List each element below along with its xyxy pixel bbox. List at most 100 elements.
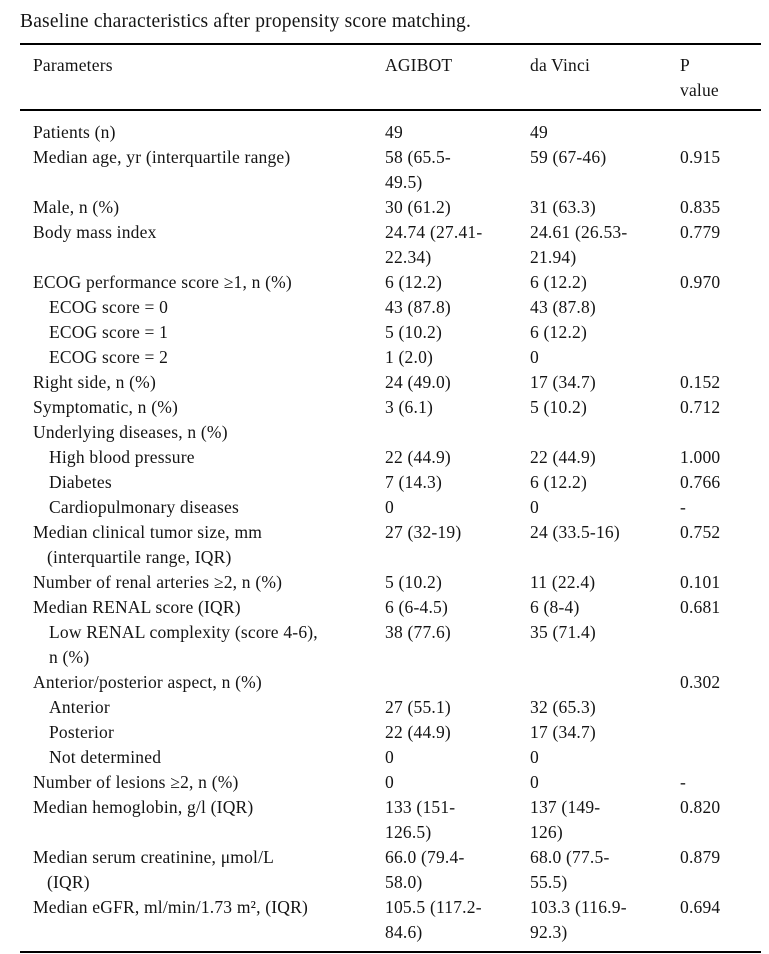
parameter-cell: Patients (n) [20, 120, 385, 145]
table-row: Posterior 22 (44.9) 17 (34.7) [20, 720, 761, 745]
table-row: Median hemoglobin, g/l (IQR) 133 (151- 1… [20, 795, 761, 845]
table-body: Patients (n) 49 49 Median age, yr (inter… [20, 111, 761, 951]
pvalue-cell [680, 420, 761, 445]
pvalue-cell [680, 620, 761, 670]
pvalue-cell: 0.152 [680, 372, 721, 392]
agibot-value-cell: 5 (10.2) [385, 322, 443, 342]
davinci-value-cell: 68.0 (77.5- 55.5) [530, 847, 610, 892]
pvalue-cell: 0.752 [680, 522, 721, 542]
table-row: Not determined 0 0 [20, 745, 761, 770]
column-header-parameters: Parameters [33, 55, 113, 75]
davinci-value-cell: 0 [530, 772, 539, 792]
table-row: Median serum creatinine, μmol/L (IQR) 66… [20, 845, 761, 895]
parameter-label: Patients (n) [33, 122, 116, 142]
pvalue-cell: 0.835 [680, 197, 721, 217]
table-row: Anterior/posterior aspect, n (%) 0.302 [20, 670, 761, 695]
table-row: Median age, yr (interquartile range) 58 … [20, 145, 761, 195]
parameter-label: ECOG score = 1 [49, 322, 169, 342]
pvalue-cell: 0.820 [680, 797, 721, 817]
parameter-label: ECOG score = 2 [49, 347, 169, 367]
table-row: Median RENAL score (IQR) 6 (6-4.5) 6 (8-… [20, 595, 761, 620]
parameter-label: Diabetes [49, 472, 112, 492]
agibot-value-cell: 24.74 (27.41- 22.34) [385, 222, 483, 267]
parameter-label: Cardiopulmonary diseases [49, 497, 239, 517]
pvalue-cell: - [680, 497, 687, 517]
table-row: Low RENAL complexity (score 4-6), n (%) … [20, 620, 761, 670]
table-row: Patients (n) 49 49 [20, 120, 761, 145]
davinci-value-cell: 11 (22.4) [530, 572, 596, 592]
agibot-value-cell: 0 [385, 497, 394, 517]
table-row: Number of lesions ≥2, n (%) 0 0 - [20, 770, 761, 795]
agibot-value-cell: 30 (61.2) [385, 197, 451, 217]
davinci-value-cell: 0 [530, 497, 539, 517]
parameter-label: Male, n (%) [33, 197, 120, 217]
davinci-value-cell: 59 (67-46) [530, 147, 607, 167]
parameter-cell: Posterior [20, 720, 385, 745]
pvalue-cell: 0.779 [680, 222, 721, 242]
table-row: Number of renal arteries ≥2, n (%) 5 (10… [20, 570, 761, 595]
parameter-cell: ECOG score = 0 [20, 295, 385, 320]
parameter-label: Not determined [49, 747, 162, 767]
parameter-label: Median age, yr (interquartile range) [33, 147, 291, 167]
agibot-value-cell: 27 (55.1) [385, 697, 451, 717]
parameter-cell: ECOG performance score ≥1, n (%) [20, 270, 385, 295]
table-row: High blood pressure 22 (44.9) 22 (44.9) … [20, 445, 761, 470]
agibot-value-cell [385, 670, 530, 695]
agibot-value-cell: 24 (49.0) [385, 372, 451, 392]
pvalue-cell: 0.694 [680, 897, 721, 917]
parameter-cell: Median RENAL score (IQR) [20, 595, 385, 620]
agibot-value-cell: 27 (32-19) [385, 522, 462, 542]
baseline-characteristics-table: Parameters AGIBOT da Vinci P value Patie… [20, 43, 761, 953]
pvalue-cell: 0.302 [680, 672, 721, 692]
table-caption: Baseline characteristics after propensit… [20, 11, 472, 32]
parameter-cell: Not determined [20, 745, 385, 770]
parameter-cell: Diabetes [20, 470, 385, 495]
pvalue-cell: 0.712 [680, 397, 721, 417]
agibot-value-cell: 0 [385, 747, 394, 767]
table-row: Diabetes 7 (14.3) 6 (12.2) 0.766 [20, 470, 761, 495]
agibot-value-cell: 133 (151- 126.5) [385, 797, 456, 842]
agibot-value-cell: 66.0 (79.4- 58.0) [385, 847, 465, 892]
parameter-label: Median hemoglobin, g/l (IQR) [33, 797, 254, 817]
parameter-cell: Right side, n (%) [20, 370, 385, 395]
parameter-label: Number of lesions ≥2, n (%) [33, 772, 239, 792]
parameter-cell: ECOG score = 2 [20, 345, 385, 370]
table-row: Male, n (%) 30 (61.2) 31 (63.3) 0.835 [20, 195, 761, 220]
agibot-value-cell: 6 (12.2) [385, 272, 443, 292]
davinci-value-cell: 31 (63.3) [530, 197, 596, 217]
agibot-value-cell: 58 (65.5- 49.5) [385, 147, 451, 192]
davinci-value-cell: 17 (34.7) [530, 372, 596, 392]
agibot-value-cell: 49 [385, 122, 403, 142]
table-row: Median clinical tumor size, mm (interqua… [20, 520, 761, 570]
parameter-cell: Low RENAL complexity (score 4-6), n (%) [20, 620, 385, 670]
davinci-value-cell: 6 (12.2) [530, 472, 588, 492]
pvalue-cell: - [680, 772, 687, 792]
parameter-label: Median RENAL score (IQR) [33, 597, 241, 617]
davinci-value-cell: 137 (149- 126) [530, 797, 601, 842]
parameter-label: High blood pressure [49, 447, 195, 467]
davinci-value-cell: 6 (8-4) [530, 597, 580, 617]
davinci-value-cell [530, 670, 680, 695]
davinci-value-cell: 35 (71.4) [530, 622, 596, 642]
agibot-value-cell [385, 420, 530, 445]
pvalue-cell: 0.879 [680, 847, 721, 867]
parameter-cell: Male, n (%) [20, 195, 385, 220]
davinci-value-cell: 49 [530, 122, 548, 142]
pvalue-cell: 0.915 [680, 147, 721, 167]
parameter-cell: Body mass index [20, 220, 385, 270]
parameter-cell: Median eGFR, ml/min/1.73 m², (IQR) [20, 895, 385, 945]
parameter-cell: Number of lesions ≥2, n (%) [20, 770, 385, 795]
column-header-pvalue: P value [680, 55, 719, 100]
parameter-label: Median clinical tumor size, mm (interqua… [33, 522, 263, 567]
pvalue-cell [680, 745, 761, 770]
davinci-value-cell: 6 (12.2) [530, 272, 588, 292]
parameter-cell: Median serum creatinine, μmol/L (IQR) [20, 845, 385, 895]
pvalue-cell [680, 320, 761, 345]
table-row: Symptomatic, n (%) 3 (6.1) 5 (10.2) 0.71… [20, 395, 761, 420]
table-row: Anterior 27 (55.1) 32 (65.3) [20, 695, 761, 720]
table-row: Body mass index 24.74 (27.41- 22.34) 24.… [20, 220, 761, 270]
davinci-value-cell: 103.3 (116.9- 92.3) [530, 897, 627, 942]
agibot-value-cell: 22 (44.9) [385, 447, 451, 467]
agibot-value-cell: 38 (77.6) [385, 622, 451, 642]
agibot-value-cell: 3 (6.1) [385, 397, 434, 417]
